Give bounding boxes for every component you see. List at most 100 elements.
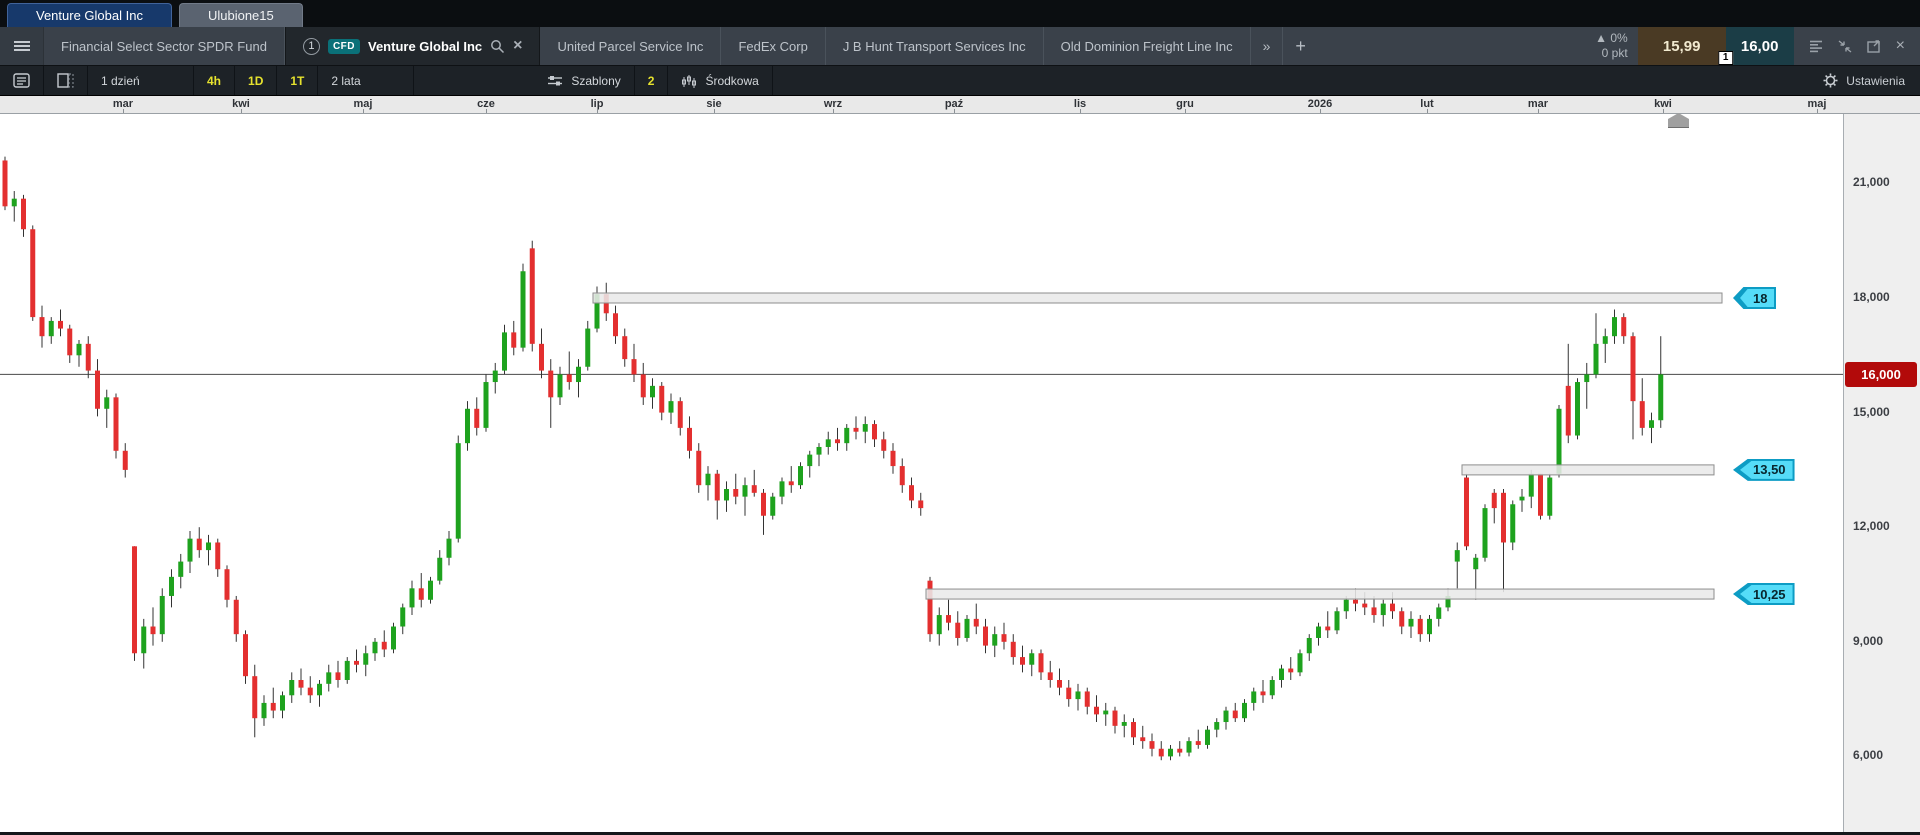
- settings-button[interactable]: Ustawienia: [1808, 66, 1920, 95]
- templates-count-badge[interactable]: 2: [635, 66, 669, 95]
- tabs-overflow-button[interactable]: »: [1262, 38, 1271, 54]
- candle-body: [603, 294, 609, 314]
- candle-body: [1371, 607, 1377, 616]
- candle-body: [132, 546, 137, 654]
- price-alert-label: 18: [1740, 289, 1775, 307]
- candle-body: [224, 569, 230, 600]
- price-label: 12,000: [1853, 519, 1890, 534]
- instrument-tab-4[interactable]: J B Hunt Transport Services Inc: [826, 27, 1044, 65]
- instrument-tab-0[interactable]: Financial Select Sector SPDR Fund: [44, 27, 285, 65]
- price-chart[interactable]: mar kwi maj cze lip sie wrz paź lis gru 2026 lut mar…: [0, 96, 1920, 835]
- candle-body: [1445, 595, 1451, 608]
- window-tab-favorites[interactable]: Ulubione15: [178, 3, 303, 27]
- instrument-tab-3[interactable]: FedEx Corp: [721, 27, 826, 65]
- candle-body: [909, 485, 914, 501]
- time-scroll-handle[interactable]: [1668, 113, 1689, 128]
- candle-body: [270, 702, 276, 711]
- interval-selector[interactable]: 1 dzień: [88, 66, 194, 95]
- instrument-tab-5[interactable]: Old Dominion Freight Line Inc: [1044, 27, 1251, 65]
- price-axis[interactable]: 21,000 18,000 15,000 12,000 9,000 6,000: [1843, 114, 1920, 832]
- current-price-tag: 16,000: [1845, 361, 1917, 387]
- instrument-tab-2[interactable]: United Parcel Service Inc: [540, 27, 722, 65]
- price-label: 6,000: [1853, 748, 1884, 763]
- price-alert-tag[interactable]: 18: [1733, 287, 1777, 309]
- price-level-box[interactable]: [925, 588, 1715, 600]
- candle-body: [844, 427, 850, 444]
- candle-body: [714, 473, 720, 501]
- price-level-box[interactable]: [592, 292, 1723, 304]
- candle-body: [927, 580, 933, 635]
- candle-body: [687, 427, 692, 451]
- market-depth-icon[interactable]: [1809, 40, 1823, 53]
- window-tab-venture-global[interactable]: Venture Global Inc: [7, 3, 172, 27]
- bid-ask-block: 15,99 16,00 1: [1637, 27, 1794, 65]
- candle-body: [1436, 607, 1442, 619]
- month-tick: [597, 109, 598, 113]
- range-selector[interactable]: 2 lata: [318, 66, 415, 95]
- interval-4h-button[interactable]: 4h: [194, 66, 236, 95]
- interval-1d-button[interactable]: 1D: [235, 66, 278, 95]
- search-icon[interactable]: [490, 39, 505, 54]
- month-label: mar: [112, 98, 134, 110]
- candle-body: [178, 561, 184, 577]
- candle-body: [1297, 653, 1303, 673]
- instrument-tabs: Financial Select Sector SPDR Fund 1 CFD Ven…: [44, 27, 1318, 65]
- menu-button[interactable]: [0, 27, 44, 65]
- month-tick: [1427, 109, 1428, 113]
- collapse-icon[interactable]: [1838, 39, 1852, 53]
- order-notes-button[interactable]: [0, 66, 44, 95]
- candle-body: [1399, 611, 1405, 627]
- add-instrument-button[interactable]: +: [1282, 27, 1318, 65]
- indicator-button[interactable]: Środkowa: [668, 66, 773, 95]
- price-alert-tag[interactable]: 10,25: [1733, 583, 1795, 606]
- candle-body: [1057, 680, 1062, 688]
- candle-body: [363, 653, 369, 665]
- close-icon[interactable]: ×: [513, 37, 523, 54]
- candle-body: [1510, 504, 1516, 543]
- candle-body: [502, 332, 507, 371]
- candle-body: [1177, 748, 1183, 753]
- candle-body: [428, 580, 433, 600]
- candle-body: [1427, 618, 1432, 635]
- close-window-icon[interactable]: ×: [1895, 37, 1905, 54]
- candle-body: [11, 198, 17, 207]
- candle-body: [918, 500, 924, 509]
- candle-body: [85, 343, 91, 371]
- time-axis[interactable]: mar kwi maj cze lip sie wrz paź lis gru 2026 lut mar…: [0, 96, 1920, 114]
- candle-body: [1501, 492, 1506, 543]
- sell-button[interactable]: 15,99: [1637, 27, 1726, 65]
- candle-body: [770, 496, 776, 516]
- instrument-tab-label: Venture Global Inc: [368, 38, 483, 54]
- month-tick: [486, 109, 487, 113]
- candle-body: [825, 439, 831, 447]
- price-alert-tag[interactable]: 13,50: [1733, 458, 1795, 481]
- candle-body: [1575, 382, 1580, 436]
- month-tick: [123, 109, 124, 113]
- candle-body: [76, 343, 82, 356]
- candle-body: [548, 370, 554, 398]
- interval-1t-button[interactable]: 1T: [277, 66, 319, 95]
- popout-icon[interactable]: [1866, 39, 1881, 53]
- month-tick: [1663, 109, 1664, 113]
- price-level-box[interactable]: [1461, 464, 1715, 476]
- tab-index-badge: 1: [302, 37, 320, 55]
- buy-button[interactable]: 16,00: [1725, 27, 1794, 65]
- candle-body: [798, 466, 803, 486]
- candlestick-plot[interactable]: [0, 114, 1843, 835]
- layout-button[interactable]: [44, 66, 88, 95]
- candle-body: [973, 618, 979, 627]
- candle-body: [890, 450, 896, 467]
- candle-body: [400, 607, 406, 627]
- candle-body: [520, 271, 526, 348]
- instrument-tab-1[interactable]: 1 CFD Venture Global Inc ×: [284, 27, 541, 65]
- candle-body: [1584, 374, 1590, 383]
- candle-body: [1482, 508, 1488, 558]
- candle-body: [751, 485, 757, 493]
- templates-button[interactable]: Szablony: [534, 66, 635, 95]
- month-tick: [1817, 109, 1818, 113]
- month-tick: [833, 109, 834, 113]
- candle-body: [1038, 653, 1044, 673]
- candle-body: [1094, 706, 1099, 715]
- candle-body: [1519, 496, 1525, 501]
- spread-badge: 1: [1717, 51, 1734, 65]
